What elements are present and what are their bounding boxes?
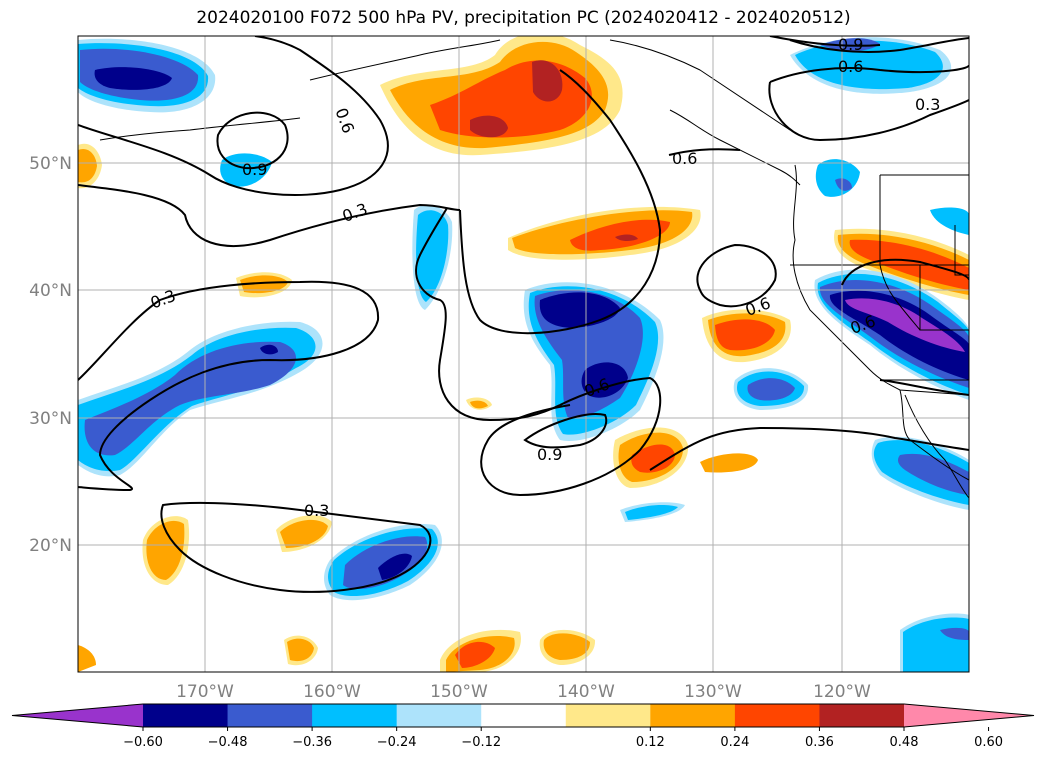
lon-label: 130°W xyxy=(684,682,742,702)
colorbar-segment xyxy=(650,704,736,727)
contour-label: 0.9 xyxy=(242,160,267,179)
lon-label: 170°W xyxy=(176,682,234,702)
colorbar-tick-label: −0.12 xyxy=(461,735,501,750)
colorbar-segment xyxy=(819,704,905,727)
colorbar-segment xyxy=(396,704,482,727)
colorbar-segment xyxy=(227,704,313,727)
lon-label: 160°W xyxy=(303,682,361,702)
contour-label: 0.3 xyxy=(915,95,940,114)
colorbar-tick-label: 0.36 xyxy=(805,735,834,750)
colorbar-tick-label: 0.12 xyxy=(636,735,665,750)
positive-precip-anomalies xyxy=(78,36,969,672)
colorbar: −0.60 −0.48 −0.36 −0.24 −0.12 0.12 0.24 0.36 0.4… xyxy=(11,703,1035,750)
colorbar-extend-high xyxy=(904,704,1034,727)
colorbar-tick-label: −0.48 xyxy=(208,735,248,750)
latitude-labels: 50°N 40°N 30°N 20°N xyxy=(29,154,72,556)
colorbar-segment xyxy=(312,704,398,727)
colorbar-segment xyxy=(565,704,651,727)
lon-label: 150°W xyxy=(430,682,488,702)
map-title: 2024020100 F072 500 hPa PV, precipitatio… xyxy=(196,8,851,28)
colorbar-tick-label: 0.48 xyxy=(890,735,919,750)
lat-label: 40°N xyxy=(29,281,72,301)
contour-label: 0.9 xyxy=(838,35,863,54)
pv-contours xyxy=(78,36,969,593)
contour-label: 0.6 xyxy=(672,149,697,168)
colorbar-tick-label: −0.24 xyxy=(377,735,417,750)
colorbar-tick-label: −0.60 xyxy=(123,735,163,750)
colorbar-segment xyxy=(143,704,229,727)
contour-label: 0.9 xyxy=(537,445,562,464)
colorbar-extend-low xyxy=(12,704,143,727)
contour-label: 0.3 xyxy=(304,501,329,520)
lat-label: 20°N xyxy=(29,536,72,556)
longitude-labels: 170°W 160°W 150°W 140°W 130°W 120°W xyxy=(176,682,871,702)
lat-label: 30°N xyxy=(29,409,72,429)
lat-label: 50°N xyxy=(29,154,72,174)
map-area: 0.9 0.6 0.3 0.6 0.9 0.3 0.6 0.3 0.6 0.9 … xyxy=(78,35,969,672)
lon-label: 140°W xyxy=(557,682,615,702)
contour-label: 0.6 xyxy=(838,57,863,76)
colorbar-tick-label: 0.24 xyxy=(720,735,749,750)
colorbar-segment xyxy=(734,704,820,727)
lon-label: 120°W xyxy=(813,682,871,702)
colorbar-tick-label: 0.60 xyxy=(974,735,1003,750)
map-frame xyxy=(77,35,970,673)
colorbar-tick-label: −0.36 xyxy=(292,735,332,750)
coastlines xyxy=(99,39,969,499)
colorbar-segment xyxy=(481,704,567,727)
